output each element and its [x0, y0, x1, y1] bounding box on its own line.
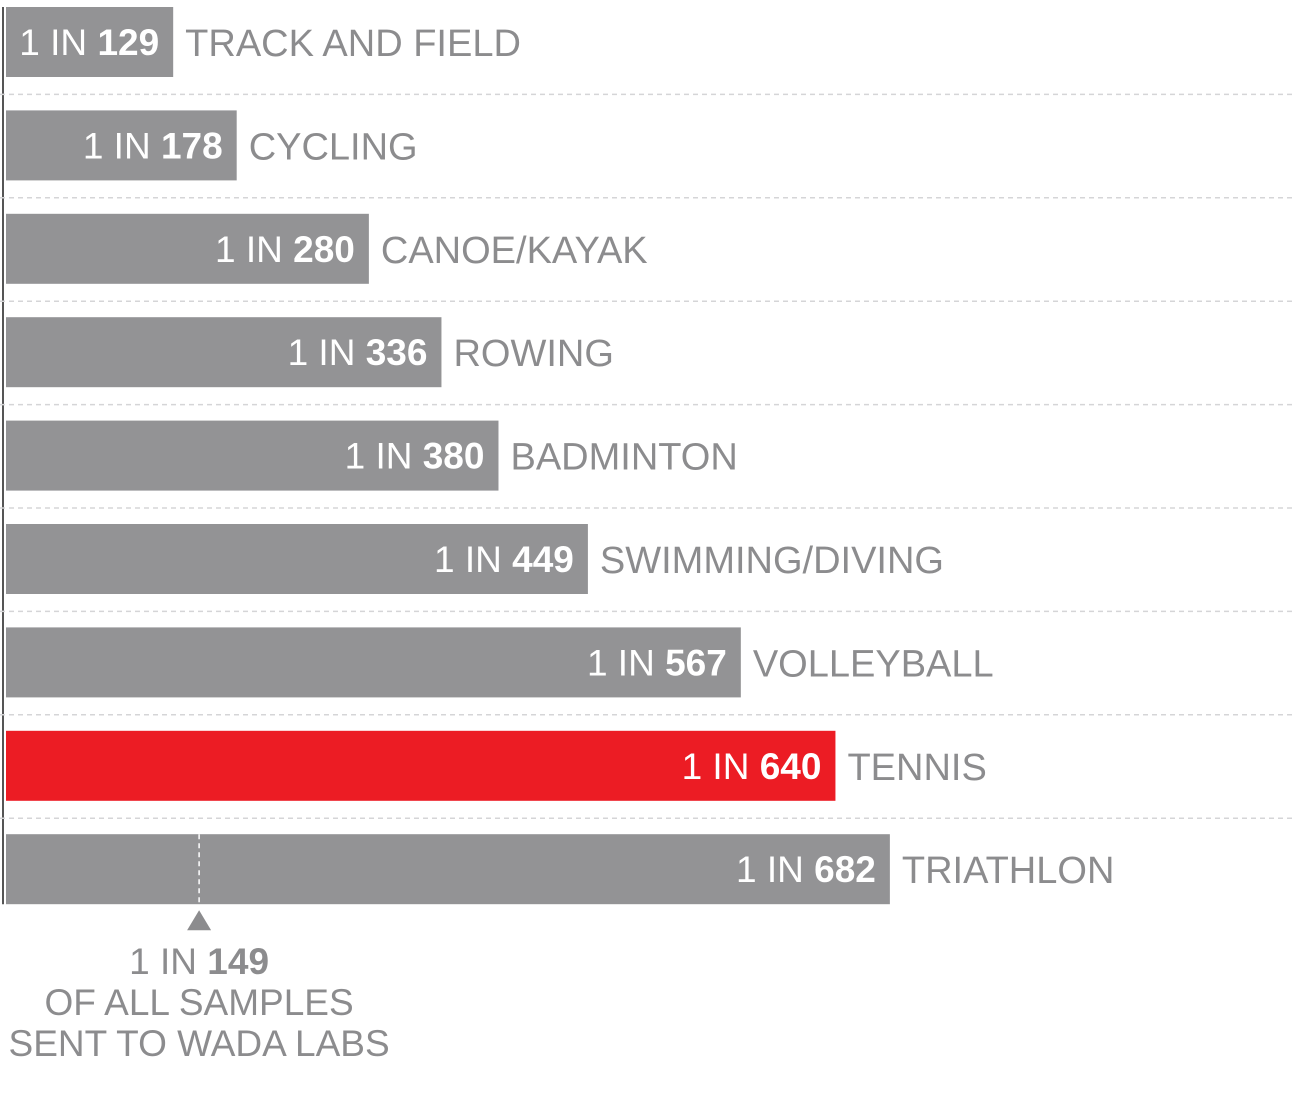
- category-label-swimming-diving: SWIMMING/DIVING: [600, 540, 944, 582]
- category-label-triathlon: TRIATHLON: [902, 850, 1115, 892]
- bar-rowing: [6, 317, 442, 388]
- category-label-tennis: TENNIS: [847, 747, 986, 789]
- bar-volleyball: [6, 627, 741, 698]
- data-label-value: 682: [814, 849, 876, 890]
- data-label-value: 449: [512, 539, 574, 580]
- reference-prefix: 1 IN: [129, 941, 207, 982]
- data-label-prefix: 1 IN: [736, 849, 814, 890]
- data-label-value: 129: [97, 22, 159, 63]
- data-label-value: 178: [161, 125, 223, 166]
- data-label-prefix: 1 IN: [288, 332, 366, 373]
- data-label-triathlon: 1 IN 682: [736, 849, 876, 890]
- data-label-track-and-field: 1 IN 129: [19, 22, 159, 63]
- category-label-track-and-field: TRACK AND FIELD: [185, 23, 521, 65]
- bar-cycling: [6, 110, 237, 181]
- data-label-prefix: 1 IN: [215, 229, 293, 270]
- bar-track-and-field: [6, 7, 174, 77]
- data-label-tennis: 1 IN 640: [682, 746, 822, 787]
- data-label-prefix: 1 IN: [345, 436, 423, 477]
- category-label-volleyball: VOLLEYBALL: [753, 643, 994, 685]
- data-label-value: 567: [665, 642, 727, 683]
- category-label-canoe-kayak: CANOE/KAYAK: [381, 230, 648, 272]
- data-label-value: 280: [293, 229, 355, 270]
- reference-caption-line-2: SENT TO WADA LABS: [9, 1023, 390, 1064]
- data-label-volleyball: 1 IN 567: [587, 642, 727, 683]
- data-label-value: 380: [423, 436, 485, 477]
- bar-tennis: [6, 730, 836, 801]
- category-label-rowing: ROWING: [453, 333, 613, 375]
- data-label-prefix: 1 IN: [83, 125, 161, 166]
- data-label-prefix: 1 IN: [434, 539, 512, 580]
- data-label-value: 640: [760, 746, 822, 787]
- data-label-badminton: 1 IN 380: [345, 436, 485, 477]
- reference-value: 149: [207, 941, 269, 982]
- reference-caption-line-1: OF ALL SAMPLES: [45, 982, 354, 1023]
- data-label-rowing: 1 IN 336: [288, 332, 428, 373]
- category-label-badminton: BADMINTON: [510, 437, 737, 479]
- bar-canoe-kayak: [6, 213, 369, 284]
- data-label-prefix: 1 IN: [682, 746, 760, 787]
- data-label-swimming-diving: 1 IN 449: [434, 539, 574, 580]
- bar-swimming-diving: [6, 524, 588, 594]
- data-label-prefix: 1 IN: [587, 642, 665, 683]
- data-label-prefix: 1 IN: [19, 22, 97, 63]
- reference-value-label: 1 IN 149: [129, 941, 269, 982]
- category-label-cycling: CYCLING: [249, 126, 418, 168]
- data-label-value: 336: [366, 332, 428, 373]
- data-label-canoe-kayak: 1 IN 280: [215, 229, 355, 270]
- bar-triathlon: [6, 834, 890, 905]
- reference-marker: [187, 910, 212, 931]
- bar-badminton: [6, 420, 499, 491]
- data-label-cycling: 1 IN 178: [83, 125, 223, 166]
